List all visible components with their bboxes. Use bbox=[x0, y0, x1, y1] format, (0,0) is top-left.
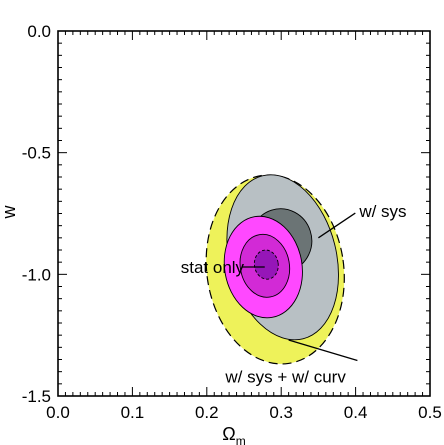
x-tick-label: 0.5 bbox=[418, 403, 442, 422]
x-axis-label-main: Ω bbox=[222, 424, 235, 444]
x-tick-label: 0.3 bbox=[269, 403, 293, 422]
y-tick-label: -1.5 bbox=[22, 387, 51, 406]
y-axis-label: w bbox=[0, 205, 19, 220]
annotation-w-sys-w-curv: w/ sys + w/ curv bbox=[224, 368, 346, 387]
x-tick-label: 0.1 bbox=[121, 403, 145, 422]
annotation-line-w-sys-w-curv bbox=[288, 339, 358, 362]
annotation-stat-only: stat only bbox=[181, 258, 245, 277]
contour-stat-only-core bbox=[253, 249, 279, 280]
annotation-line-w-sys bbox=[318, 212, 356, 239]
x-tick-label: 0.2 bbox=[195, 403, 219, 422]
x-axis-label-subscript: m bbox=[236, 434, 246, 445]
y-tick-label: -0.5 bbox=[22, 144, 51, 163]
x-tick-label: 0.4 bbox=[344, 403, 368, 422]
x-tick-label: 0.0 bbox=[46, 403, 70, 422]
annotation-w-sys: w/ sys bbox=[358, 202, 406, 221]
tick-layer bbox=[57, 30, 431, 397]
y-tick-labels: 0.0 -0.5 -1.0 -1.5 bbox=[22, 22, 51, 406]
x-tick-labels: 0.0 0.1 0.2 0.3 0.4 0.5 bbox=[46, 403, 442, 422]
x-axis-label: Ωm bbox=[222, 424, 245, 445]
y-tick-label: 0.0 bbox=[27, 22, 51, 41]
y-tick-label: -1.0 bbox=[22, 265, 51, 284]
contour-layer bbox=[205, 174, 345, 365]
annotation-layer: w/ sys stat only w/ sys + w/ curv bbox=[181, 202, 407, 386]
